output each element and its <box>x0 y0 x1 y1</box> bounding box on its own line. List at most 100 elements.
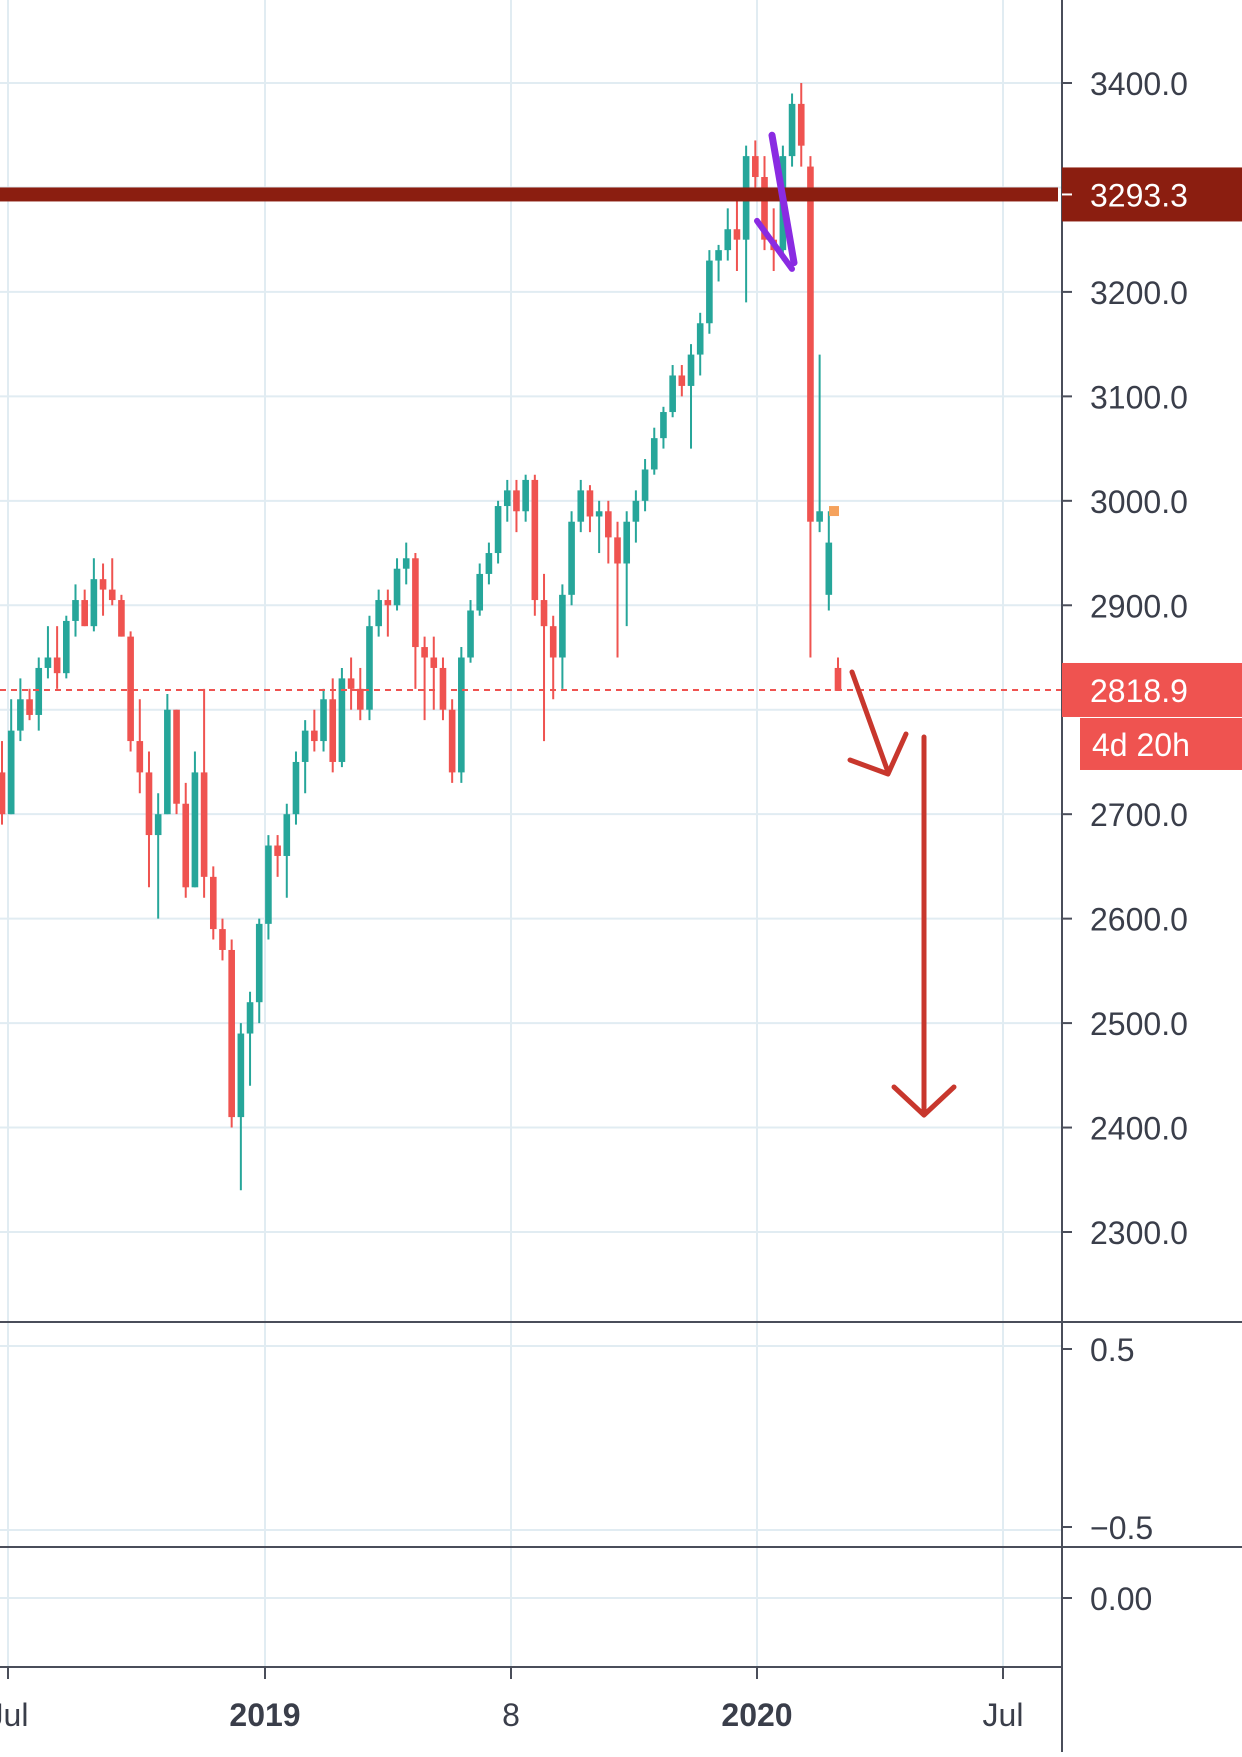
candle-body <box>494 506 502 554</box>
resistance-price-label: 3293.3 <box>1090 177 1188 213</box>
candle <box>338 667 346 768</box>
candle-body <box>356 688 364 710</box>
candle-body <box>448 709 456 773</box>
candle-body <box>0 772 6 815</box>
candle <box>430 636 438 710</box>
candle <box>687 344 695 449</box>
candle <box>595 500 603 554</box>
candle <box>274 835 281 877</box>
candle-body <box>586 490 594 517</box>
candle-body <box>834 667 842 691</box>
candle-body <box>825 542 833 595</box>
candle-body <box>90 579 98 627</box>
candle <box>63 615 70 679</box>
countdown-label-bg <box>1080 717 1242 770</box>
candle <box>715 244 722 282</box>
candle-body <box>329 699 337 762</box>
price-tick-label: 3000.0 <box>1090 484 1188 520</box>
candle <box>816 354 823 533</box>
candle <box>320 688 327 752</box>
candle <box>641 459 649 512</box>
candle-body <box>650 438 658 470</box>
long-arrow-head <box>891 1084 957 1118</box>
candle-body <box>614 537 621 564</box>
candle <box>614 521 621 658</box>
pane1-tick-label: −0.5 <box>1090 1510 1153 1546</box>
candle <box>448 699 456 783</box>
candle <box>72 584 79 637</box>
candle-body <box>255 923 263 1003</box>
candle <box>53 626 61 689</box>
candle <box>228 939 235 1128</box>
candle <box>301 720 309 794</box>
candle <box>145 751 153 888</box>
candle-body <box>26 699 33 715</box>
candle <box>209 866 217 940</box>
candle <box>706 250 713 334</box>
resistance-price-label-bg <box>1062 167 1242 222</box>
candle <box>292 751 300 825</box>
candle <box>200 688 208 898</box>
candle-body <box>439 667 447 710</box>
candle-body <box>696 323 704 355</box>
last-price-label-bg <box>1062 662 1242 717</box>
candle-body <box>724 229 732 251</box>
candle-body <box>320 699 327 742</box>
candle-body <box>513 490 520 512</box>
candle-body <box>412 558 419 648</box>
candle <box>173 709 180 815</box>
candle-body <box>384 600 392 606</box>
candle-body <box>246 1002 254 1034</box>
candle-body <box>706 260 713 324</box>
candle <box>476 563 484 616</box>
candle <box>513 479 520 533</box>
candle-body <box>274 845 281 856</box>
candle <box>265 835 272 940</box>
candle <box>788 93 796 167</box>
candle-body <box>660 412 667 439</box>
candle <box>402 542 410 585</box>
candle <box>467 600 474 663</box>
candle-body <box>531 479 539 601</box>
candle <box>356 667 364 721</box>
candle-body <box>145 772 153 836</box>
candle-body <box>99 579 107 590</box>
candle <box>118 594 125 637</box>
candle <box>577 479 585 533</box>
candle-body <box>182 803 190 888</box>
candle <box>283 803 291 898</box>
price-tick-label: 3200.0 <box>1090 275 1188 311</box>
candle-body <box>72 600 79 621</box>
candle <box>439 657 447 721</box>
candle <box>678 365 686 397</box>
candle-body <box>7 730 15 815</box>
short-arrow-head <box>847 731 909 777</box>
marker-square <box>829 506 839 517</box>
candle-body <box>568 521 575 595</box>
candle-body <box>476 573 484 611</box>
candle <box>7 699 15 815</box>
candle-body <box>173 709 180 804</box>
candle <box>650 427 658 475</box>
candle-body <box>595 511 603 517</box>
candle <box>724 208 732 261</box>
time-tick-label: 8 <box>502 1697 520 1733</box>
candle-body <box>559 594 566 658</box>
candle <box>825 511 833 611</box>
candle <box>421 636 428 721</box>
price-tick-label: 2300.0 <box>1090 1215 1188 1251</box>
candle <box>485 542 493 585</box>
candle-body <box>549 626 557 658</box>
candle-body <box>641 469 649 501</box>
candle <box>246 991 254 1086</box>
candle <box>752 140 759 188</box>
candle <box>375 589 382 637</box>
candle <box>742 145 750 303</box>
price-tick-label: 2700.0 <box>1090 797 1188 833</box>
candle-body <box>164 709 171 815</box>
candle-body <box>605 511 612 538</box>
candle-body <box>108 589 116 601</box>
candle <box>623 511 631 627</box>
